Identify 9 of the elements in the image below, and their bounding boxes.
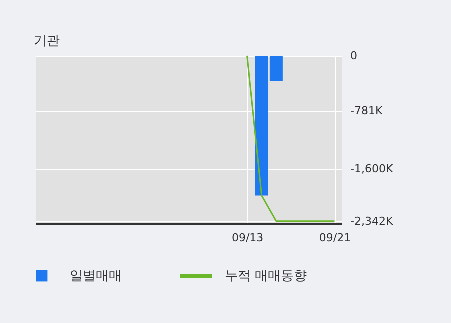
y-tick-label: -2,342K [350, 214, 394, 228]
legend-label: 일별매매 [70, 269, 122, 284]
y-tick-label: -1,600K [350, 162, 394, 176]
legend-label: 누적 매매동향 [225, 269, 308, 284]
y-tick-label: -781K [350, 104, 384, 118]
x-tick-label: 09/21 [319, 232, 352, 244]
y-tick-label: 0 [350, 50, 358, 62]
chart-title: 기관 [34, 34, 60, 49]
x-tick-label: 09/13 [232, 232, 264, 244]
